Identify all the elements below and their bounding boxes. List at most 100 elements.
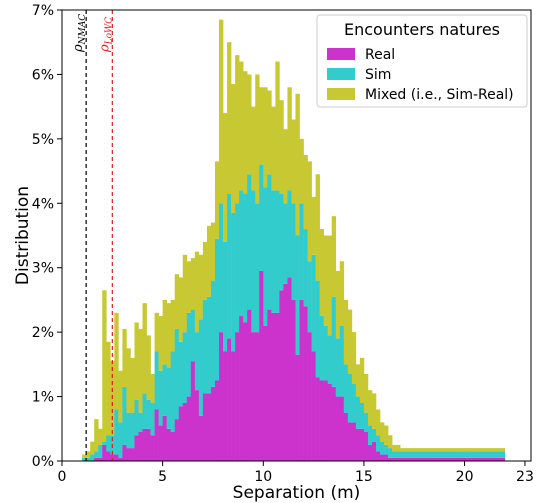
bar-sim-0 bbox=[82, 457, 87, 461]
bar-real-10 bbox=[122, 444, 127, 461]
bar-sim-9 bbox=[118, 422, 123, 458]
bar-real-102 bbox=[492, 457, 498, 461]
bar-mixed-84 bbox=[420, 448, 425, 452]
bar-sim-4 bbox=[98, 444, 103, 458]
bar-real-98 bbox=[476, 457, 481, 461]
bar-mixed-34 bbox=[219, 19, 224, 204]
bar-sim-83 bbox=[416, 451, 421, 458]
bar-mixed-1 bbox=[86, 451, 91, 458]
bar-sim-91 bbox=[448, 451, 453, 458]
bar-real-88 bbox=[436, 457, 441, 461]
bar-sim-52 bbox=[291, 203, 296, 300]
bar-real-56 bbox=[307, 332, 312, 461]
bar-real-71 bbox=[367, 444, 373, 461]
bar-real-79 bbox=[400, 457, 405, 461]
legend-entry: Real bbox=[365, 47, 395, 63]
plot-frame bbox=[61, 9, 532, 462]
bar-mixed-93 bbox=[456, 448, 461, 452]
bar-real-90 bbox=[444, 457, 449, 461]
bar-real-22 bbox=[170, 432, 176, 461]
bar-sim-69 bbox=[359, 403, 365, 429]
bar-sim-39 bbox=[239, 190, 244, 317]
bars-layer bbox=[82, 19, 506, 461]
bar-sim-79 bbox=[400, 451, 405, 458]
bar-mixed-55 bbox=[303, 154, 308, 230]
bar-mixed-83 bbox=[416, 448, 421, 452]
bar-mixed-52 bbox=[291, 119, 296, 204]
bar-mixed-70 bbox=[363, 374, 369, 413]
bar-mixed-71 bbox=[367, 390, 373, 426]
bar-real-14 bbox=[138, 432, 143, 461]
bar-real-48 bbox=[275, 312, 280, 461]
bar-sim-89 bbox=[440, 451, 445, 458]
y-tick-label: 1% bbox=[32, 390, 54, 406]
bar-real-96 bbox=[468, 457, 473, 461]
bar-real-63 bbox=[335, 396, 341, 461]
bar-mixed-39 bbox=[239, 61, 244, 191]
bar-real-46 bbox=[267, 309, 272, 461]
bar-sim-31 bbox=[206, 296, 212, 394]
bar-mixed-33 bbox=[214, 161, 220, 239]
legend-title: Encounters natures bbox=[344, 20, 500, 39]
bar-mixed-82 bbox=[412, 448, 417, 452]
y-tick-label: 3% bbox=[32, 261, 54, 277]
bar-sim-19 bbox=[158, 370, 163, 426]
bar-mixed-15 bbox=[142, 303, 147, 394]
bar-real-5 bbox=[102, 444, 107, 461]
bar-sim-94 bbox=[460, 451, 465, 458]
bar-real-95 bbox=[464, 457, 469, 461]
bar-sim-84 bbox=[420, 451, 425, 458]
bar-sim-66 bbox=[347, 374, 353, 423]
bar-real-80 bbox=[404, 457, 409, 461]
bar-real-86 bbox=[428, 457, 433, 461]
y-tick-label: 0% bbox=[32, 454, 54, 470]
bar-real-50 bbox=[283, 283, 288, 461]
bar-real-61 bbox=[327, 383, 333, 461]
bar-mixed-95 bbox=[464, 448, 469, 452]
bar-mixed-47 bbox=[271, 106, 276, 191]
bar-mixed-61 bbox=[327, 235, 333, 336]
bar-real-72 bbox=[371, 441, 377, 461]
bar-real-62 bbox=[331, 386, 337, 461]
bar-real-15 bbox=[142, 428, 147, 461]
bar-real-28 bbox=[194, 390, 200, 461]
bar-real-73 bbox=[376, 451, 381, 461]
bar-mixed-86 bbox=[428, 448, 433, 452]
bar-real-76 bbox=[388, 457, 393, 461]
bar-mixed-56 bbox=[307, 161, 312, 262]
bar-mixed-73 bbox=[376, 409, 381, 436]
bar-sim-24 bbox=[178, 341, 184, 407]
bar-mixed-103 bbox=[496, 448, 502, 452]
bar-sim-56 bbox=[307, 261, 312, 333]
bar-real-24 bbox=[178, 406, 184, 461]
bar-mixed-75 bbox=[384, 425, 389, 445]
bar-sim-93 bbox=[456, 451, 461, 458]
bar-mixed-2 bbox=[90, 441, 95, 455]
bar-sim-86 bbox=[428, 451, 433, 458]
bar-real-49 bbox=[279, 290, 284, 461]
x-tick-label: 0 bbox=[58, 469, 67, 485]
y-tick-label: 2% bbox=[32, 325, 54, 341]
bar-sim-82 bbox=[412, 451, 417, 458]
bar-sim-62 bbox=[331, 296, 337, 387]
bar-sim-15 bbox=[142, 393, 147, 429]
bar-sim-43 bbox=[255, 203, 260, 333]
legend-entry: Sim bbox=[365, 67, 391, 83]
bar-real-13 bbox=[134, 435, 139, 461]
x-tick-label: 15 bbox=[355, 469, 373, 485]
bar-mixed-36 bbox=[227, 42, 232, 194]
bar-sim-23 bbox=[174, 328, 180, 420]
bar-mixed-14 bbox=[138, 328, 143, 413]
bar-real-68 bbox=[355, 428, 361, 461]
bar-mixed-41 bbox=[247, 74, 252, 175]
bar-real-38 bbox=[235, 332, 240, 461]
bar-sim-14 bbox=[138, 412, 143, 433]
bar-mixed-24 bbox=[178, 277, 184, 342]
bar-sim-34 bbox=[219, 203, 224, 333]
bar-sim-68 bbox=[355, 396, 361, 429]
y-axis-ticks: 0% 1% 2% 3% 4% 5% 6% 7% bbox=[32, 3, 62, 470]
bar-sim-50 bbox=[283, 203, 288, 284]
legend-swatch bbox=[327, 48, 355, 60]
bar-sim-27 bbox=[190, 309, 196, 362]
bar-sim-22 bbox=[170, 351, 176, 433]
